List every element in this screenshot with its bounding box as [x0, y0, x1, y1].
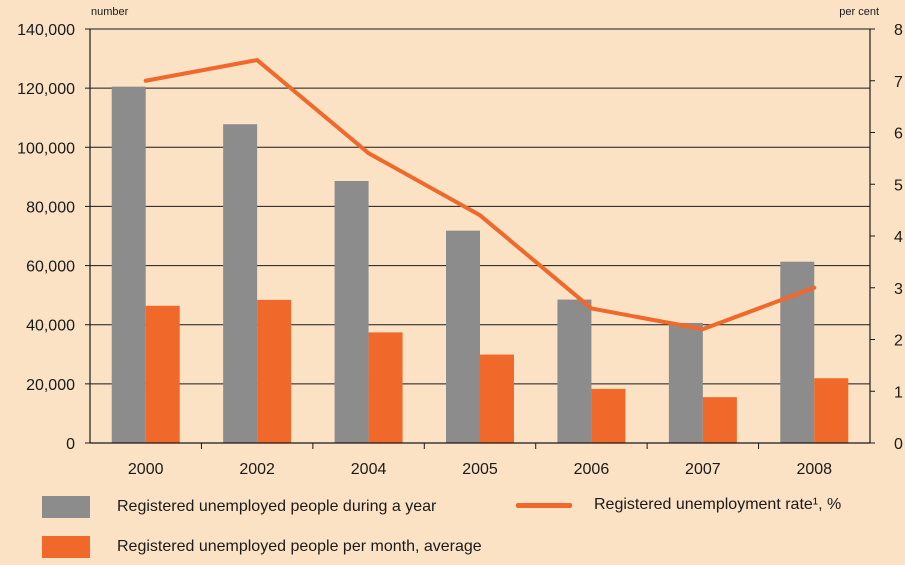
bar-annual	[335, 181, 369, 443]
bar-monthly	[257, 300, 291, 443]
bar-monthly	[703, 397, 737, 443]
legend-item-monthly: Registered unemployed people per month, …	[42, 536, 482, 558]
left-tick-label: 140,000	[17, 22, 75, 39]
bar-annual	[446, 231, 480, 443]
right-tick-label: 3	[894, 281, 903, 298]
left-tick-label: 20,000	[26, 377, 75, 394]
bar-monthly	[591, 389, 625, 443]
left-tick-label: 0	[66, 436, 75, 453]
legend-item-rate: Registered unemployment rate¹, %	[516, 496, 841, 514]
x-tick-label: 2005	[462, 461, 498, 478]
x-tick-label: 2006	[574, 461, 610, 478]
bar-monthly	[369, 332, 403, 443]
right-tick-label: 6	[894, 126, 903, 143]
bar-monthly	[146, 306, 180, 443]
x-tick-label: 2004	[351, 461, 387, 478]
legend-swatch-annual	[42, 496, 90, 518]
right-tick-label: 0	[894, 436, 903, 453]
right-tick-label: 2	[894, 333, 903, 350]
bar-monthly	[480, 355, 514, 443]
legend-swatch-rate	[516, 503, 572, 508]
legend-swatch-monthly	[42, 536, 90, 558]
bar-annual	[669, 323, 703, 443]
bar-annual	[223, 124, 257, 443]
left-tick-label: 120,000	[17, 81, 75, 98]
right-tick-label: 1	[894, 384, 903, 401]
x-tick-label: 2000	[128, 461, 164, 478]
left-tick-label: 60,000	[26, 259, 75, 276]
bars-group	[112, 87, 849, 443]
legend-item-annual: Registered unemployed people during a ye…	[42, 496, 436, 518]
right-tick-label: 4	[894, 229, 903, 246]
x-tick-label: 2002	[239, 461, 275, 478]
left-tick-label: 80,000	[26, 199, 75, 216]
left-tick-label: 40,000	[26, 318, 75, 335]
x-tick-label: 2007	[685, 461, 721, 478]
right-tick-label: 8	[894, 22, 903, 39]
legend-label-rate: Registered unemployment rate¹, %	[594, 496, 841, 514]
left-axis-unit-label: number	[91, 6, 129, 18]
x-tick-label: 2008	[796, 461, 832, 478]
left-tick-label: 100,000	[17, 140, 75, 157]
bar-monthly	[814, 378, 848, 443]
bar-annual	[557, 300, 591, 443]
right-tick-label: 7	[894, 74, 903, 91]
bar-annual	[112, 87, 146, 443]
legend-label-annual: Registered unemployed people during a ye…	[117, 498, 436, 516]
right-axis-unit-label: per cent	[839, 6, 879, 18]
right-tick-label: 5	[894, 177, 903, 194]
legend-label-monthly: Registered unemployed people per month, …	[117, 538, 482, 556]
